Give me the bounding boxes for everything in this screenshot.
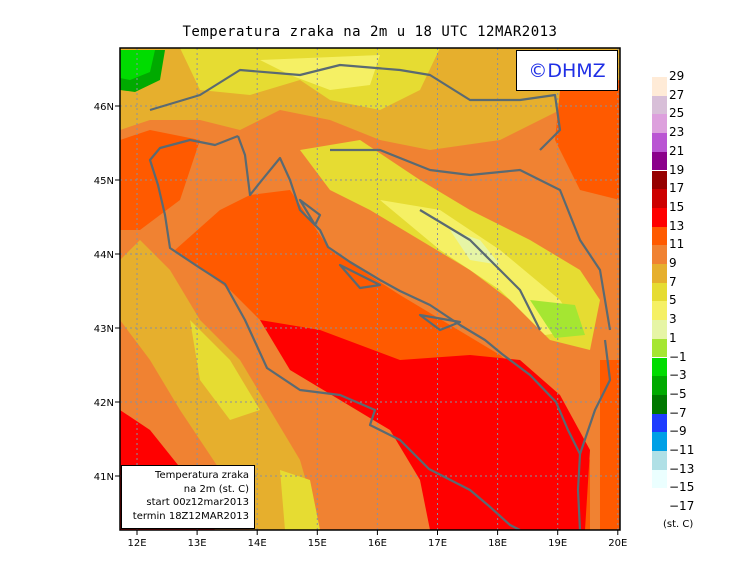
legend-label: −13 [669, 461, 695, 476]
legend-label: −1 [669, 349, 687, 364]
y-tick-label: 41N [94, 472, 114, 483]
legend-label: 29 [669, 69, 685, 83]
info-line: Temperatura zraka [155, 470, 249, 481]
field-13-15 [260, 320, 590, 530]
y-tick-label: 43N [94, 324, 114, 335]
legend-label: 5 [669, 293, 677, 308]
field-5-7 [190, 320, 260, 420]
x-tick-label: 20E [608, 538, 627, 549]
legend-swatch [652, 245, 667, 264]
legend-label: 1 [669, 330, 677, 345]
legend-swatch [652, 301, 667, 321]
legend-swatch [652, 264, 667, 283]
info-line: termin 18Z12MAR2013 [132, 510, 249, 522]
legend-swatch [652, 413, 667, 433]
x-tick-label: 13E [188, 538, 207, 549]
field-3-5 [260, 55, 380, 90]
croatia-coastline [236, 135, 582, 530]
x-tick-label: 12E [127, 538, 146, 549]
legend-swatch [652, 95, 667, 115]
legend-label: −15 [669, 480, 695, 495]
italy-coastline [148, 134, 521, 530]
legend-swatch [652, 469, 667, 489]
y-tick-label: 42N [94, 398, 114, 409]
y-tick-label: 44N [94, 250, 114, 261]
dhmz-logo: ©DHMZ [516, 50, 618, 91]
legend-unit: (st. C) [663, 519, 694, 530]
legend-swatch [652, 394, 667, 414]
legend-swatch [652, 77, 667, 96]
legend-label: 21 [669, 143, 685, 158]
legend-label: −3 [669, 368, 687, 383]
legend-label: −17 [669, 499, 695, 514]
info-line: na 2m (st. C) [183, 483, 249, 495]
field-5-7 [280, 470, 320, 530]
legend-label: 13 [669, 218, 685, 233]
legend-swatch [652, 451, 667, 470]
legend-swatch [652, 320, 667, 339]
legend-swatch [652, 207, 667, 227]
legend-swatch [652, 170, 667, 190]
x-tick-label: 15E [308, 538, 327, 549]
legend-label: 15 [669, 199, 685, 214]
legend-swatch [652, 376, 667, 395]
x-tick-label: 14E [248, 538, 267, 549]
legend-label: −7 [669, 405, 687, 420]
islands [298, 198, 462, 332]
lat-lon-grid [120, 48, 620, 530]
y-tick-label: 46N [94, 102, 114, 113]
legend-swatch [652, 432, 667, 451]
legend-swatch [652, 226, 667, 246]
legend-label: 3 [669, 312, 677, 327]
x-tick-label: 17E [428, 538, 447, 549]
map-frame [119, 47, 621, 531]
legend-label: 25 [669, 106, 685, 121]
map-title: Temperatura zraka na 2m u 18 UTC 12MAR20… [182, 24, 558, 40]
x-tick-label: 18E [488, 538, 507, 549]
legend-label: 7 [669, 274, 677, 289]
legend-swatch [652, 357, 667, 377]
legend-swatch [652, 133, 667, 152]
legend-label: 19 [669, 162, 685, 177]
legend-label: 9 [669, 256, 677, 270]
legend-swatch [652, 114, 667, 134]
legend-swatch [652, 189, 667, 208]
legend-label: −5 [669, 386, 687, 401]
legend-label: 11 [669, 237, 685, 252]
legend-swatch [652, 151, 667, 171]
info-box: Temperatura zraka na 2m (st. C) start 00… [121, 465, 255, 529]
x-tick-label: 19E [548, 538, 567, 549]
legend-swatch [652, 338, 667, 358]
legend-label: −11 [669, 443, 695, 457]
field-3-5 [380, 200, 580, 335]
legend-label: −9 [669, 424, 687, 439]
legend-label: 17 [669, 181, 685, 196]
field-11-13 [555, 80, 620, 200]
legend-label: 23 [669, 125, 685, 140]
info-line: start 00z12mar2013 [146, 497, 249, 508]
y-tick-label: 45N [94, 176, 114, 187]
legend-swatch [652, 282, 667, 302]
legend-label: 27 [669, 87, 685, 102]
country-borders [149, 63, 612, 455]
field-11-13 [600, 360, 620, 530]
x-tick-label: 16E [368, 538, 387, 549]
